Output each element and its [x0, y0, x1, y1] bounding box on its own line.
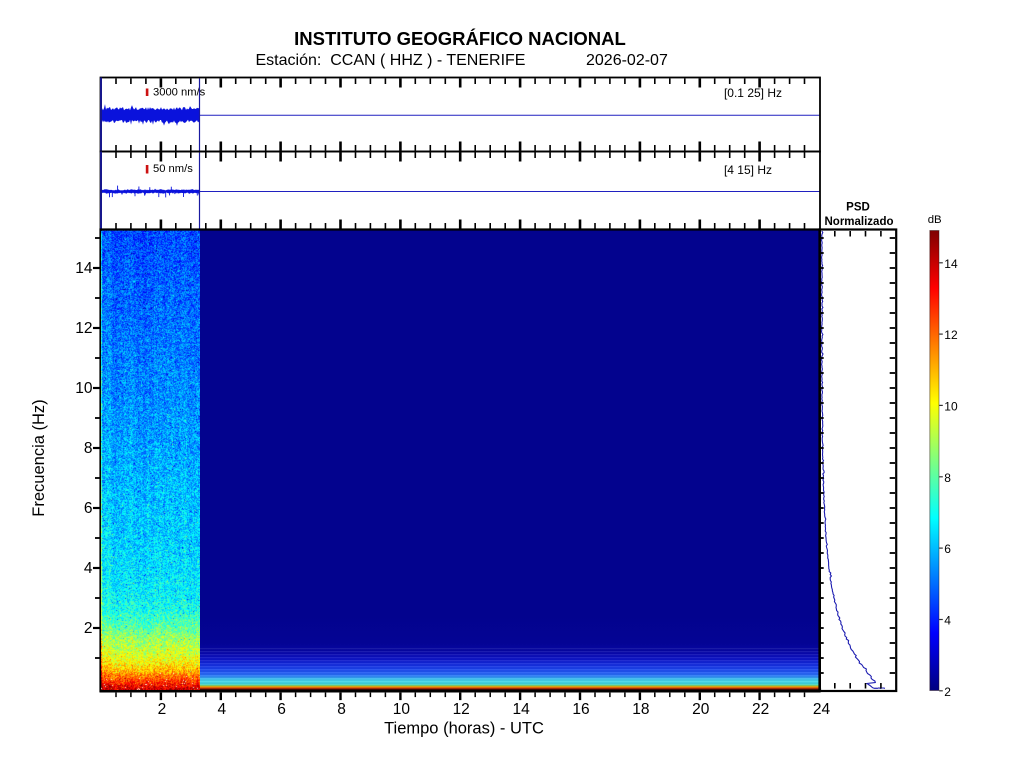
svg-text:6: 6 — [84, 500, 93, 517]
svg-text:PSD: PSD — [846, 202, 870, 214]
svg-text:3000 nm/s: 3000 nm/s — [153, 87, 206, 99]
svg-text:10: 10 — [944, 399, 958, 413]
svg-text:14: 14 — [75, 260, 93, 277]
svg-text:10: 10 — [75, 380, 93, 397]
svg-text:Frecuencia (Hz): Frecuencia (Hz) — [30, 399, 48, 516]
svg-text:8: 8 — [84, 440, 93, 457]
svg-text:14: 14 — [944, 257, 958, 271]
svg-text:Estación: CCAN ( HHZ ) - TENE: Estación: CCAN ( HHZ ) - TENERIFE — [256, 52, 526, 69]
svg-text:Tiempo (horas) - UTC: Tiempo (horas) - UTC — [384, 720, 544, 738]
svg-text:2026-02-07: 2026-02-07 — [586, 52, 668, 69]
svg-text:6: 6 — [944, 542, 951, 556]
svg-text:20: 20 — [692, 701, 710, 718]
svg-text:10: 10 — [393, 701, 411, 718]
svg-text:4: 4 — [217, 701, 226, 718]
svg-text:12: 12 — [453, 701, 470, 718]
svg-text:24: 24 — [813, 701, 831, 718]
svg-text:8: 8 — [337, 701, 346, 718]
svg-text:16: 16 — [572, 701, 589, 718]
svg-text:4: 4 — [84, 560, 93, 577]
svg-text:22: 22 — [752, 701, 769, 718]
svg-text:INSTITUTO GEOGRÁFICO NACIONAL: INSTITUTO GEOGRÁFICO NACIONAL — [294, 28, 626, 49]
svg-text:[4 15] Hz: [4 15] Hz — [724, 163, 772, 177]
svg-text:50 nm/s: 50 nm/s — [153, 163, 193, 175]
svg-text:Normalizado: Normalizado — [824, 216, 893, 228]
svg-text:dB: dB — [928, 214, 942, 226]
svg-text:6: 6 — [277, 701, 286, 718]
svg-text:14: 14 — [512, 701, 530, 718]
svg-text:2: 2 — [944, 685, 951, 699]
svg-text:8: 8 — [944, 471, 951, 485]
svg-text:2: 2 — [84, 620, 93, 637]
svg-text:[0.1 25] Hz: [0.1 25] Hz — [724, 86, 782, 100]
svg-text:2: 2 — [158, 701, 167, 718]
svg-text:12: 12 — [75, 320, 92, 337]
svg-text:12: 12 — [944, 328, 958, 342]
svg-text:4: 4 — [944, 614, 951, 628]
svg-text:18: 18 — [632, 701, 649, 718]
